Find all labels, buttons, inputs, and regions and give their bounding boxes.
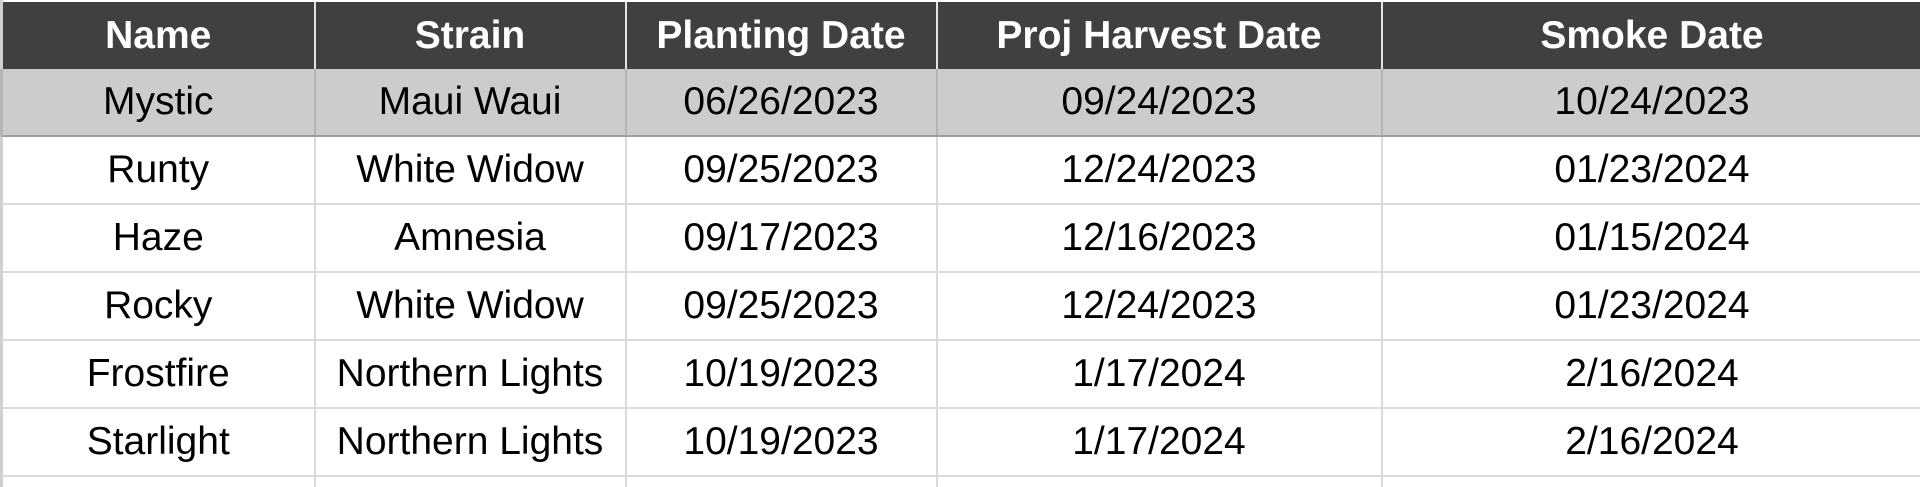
empty-table-row[interactable] bbox=[0, 476, 1920, 487]
column-header-strain[interactable]: Strain bbox=[313, 0, 626, 69]
cell-proj-harvest-date[interactable]: 1/17/2024 bbox=[935, 340, 1382, 409]
cell-proj-harvest-date[interactable]: 12/24/2023 bbox=[935, 272, 1382, 341]
cell-name[interactable]: Frostfire bbox=[0, 340, 315, 409]
column-header-planting-date[interactable]: Planting Date bbox=[624, 0, 937, 69]
cell-strain[interactable]: Northern Lights bbox=[313, 408, 626, 477]
cell-smoke-date[interactable]: 01/15/2024 bbox=[1380, 204, 1920, 273]
cell-name[interactable]: Rocky bbox=[0, 272, 315, 341]
column-header-proj-harvest-date[interactable]: Proj Harvest Date bbox=[935, 0, 1382, 69]
table-row[interactable]: Mystic Maui Waui 06/26/2023 09/24/2023 1… bbox=[0, 69, 1920, 137]
cell-proj-harvest-date[interactable]: 1/17/2024 bbox=[935, 408, 1382, 477]
cell-proj-harvest-date[interactable]: 12/16/2023 bbox=[935, 204, 1382, 273]
cell-name[interactable]: Mystic bbox=[0, 69, 315, 137]
cell-proj-harvest-date[interactable]: 09/24/2023 bbox=[935, 69, 1382, 137]
column-header-name[interactable]: Name bbox=[0, 0, 315, 69]
column-header-smoke-date[interactable]: Smoke Date bbox=[1380, 0, 1920, 69]
cell-planting-date[interactable]: 09/25/2023 bbox=[624, 136, 937, 205]
cell-strain[interactable]: Maui Waui bbox=[313, 69, 626, 137]
table-row[interactable]: Frostfire Northern Lights 10/19/2023 1/1… bbox=[0, 340, 1920, 409]
table-row[interactable]: Haze Amnesia 09/17/2023 12/16/2023 01/15… bbox=[0, 204, 1920, 273]
empty-cell[interactable] bbox=[313, 476, 626, 487]
cell-name[interactable]: Haze bbox=[0, 204, 315, 273]
cell-planting-date[interactable]: 10/19/2023 bbox=[624, 408, 937, 477]
cell-smoke-date[interactable]: 2/16/2024 bbox=[1380, 340, 1920, 409]
empty-cell[interactable] bbox=[624, 476, 937, 487]
table-row[interactable]: Starlight Northern Lights 10/19/2023 1/1… bbox=[0, 408, 1920, 477]
cell-name[interactable]: Starlight bbox=[0, 408, 315, 477]
empty-cell[interactable] bbox=[0, 476, 315, 487]
cell-planting-date[interactable]: 06/26/2023 bbox=[624, 69, 937, 137]
cell-strain[interactable]: Amnesia bbox=[313, 204, 626, 273]
cell-strain[interactable]: White Widow bbox=[313, 272, 626, 341]
cell-smoke-date[interactable]: 2/16/2024 bbox=[1380, 408, 1920, 477]
cell-planting-date[interactable]: 10/19/2023 bbox=[624, 340, 937, 409]
table-row[interactable]: Rocky White Widow 09/25/2023 12/24/2023 … bbox=[0, 272, 1920, 341]
cell-name[interactable]: Runty bbox=[0, 136, 315, 205]
cell-planting-date[interactable]: 09/25/2023 bbox=[624, 272, 937, 341]
cell-proj-harvest-date[interactable]: 12/24/2023 bbox=[935, 136, 1382, 205]
cell-smoke-date[interactable]: 01/23/2024 bbox=[1380, 136, 1920, 205]
cell-smoke-date[interactable]: 01/23/2024 bbox=[1380, 272, 1920, 341]
cell-smoke-date[interactable]: 10/24/2023 bbox=[1380, 69, 1920, 137]
header-row: Name Strain Planting Date Proj Harvest D… bbox=[0, 0, 1920, 69]
cell-strain[interactable]: Northern Lights bbox=[313, 340, 626, 409]
empty-cell[interactable] bbox=[935, 476, 1382, 487]
empty-cell[interactable] bbox=[1380, 476, 1920, 487]
cell-planting-date[interactable]: 09/17/2023 bbox=[624, 204, 937, 273]
table-row[interactable]: Runty White Widow 09/25/2023 12/24/2023 … bbox=[0, 136, 1920, 205]
cell-strain[interactable]: White Widow bbox=[313, 136, 626, 205]
